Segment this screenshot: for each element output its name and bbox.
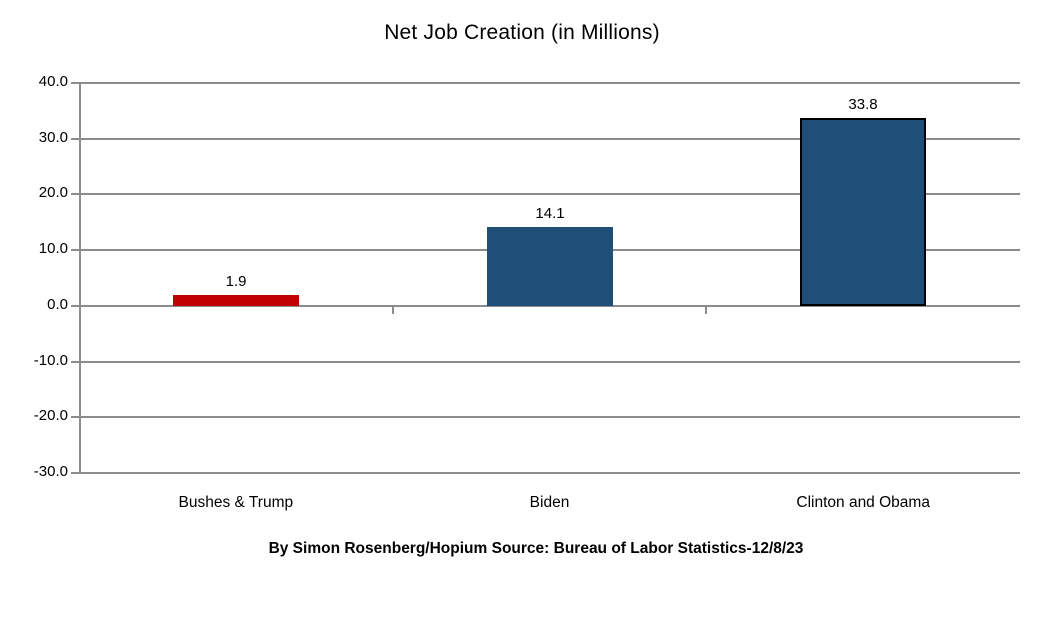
y-axis-tick (71, 416, 79, 418)
gridline (79, 305, 1020, 307)
y-axis-tick (71, 249, 79, 251)
x-axis-label: Clinton and Obama (796, 494, 930, 511)
x-axis-tick (392, 307, 394, 314)
bar-biden (487, 227, 613, 306)
bar-value-label: 1.9 (225, 273, 247, 290)
y-axis-tick (71, 361, 79, 363)
bar-clinton-and-obama (800, 118, 926, 306)
bar-value-label: 33.8 (848, 96, 878, 113)
plot-area: 1.9 14.1 33.8 (71, 82, 1020, 474)
y-axis-tick (71, 305, 79, 307)
y-axis-tick (71, 82, 79, 84)
gridline (79, 416, 1020, 418)
gridline (79, 193, 1020, 195)
x-axis-tick (705, 307, 707, 314)
y-axis-label: 10.0 (38, 240, 68, 257)
chart-caption: By Simon Rosenberg/Hopium Source: Bureau… (268, 540, 804, 557)
x-axis-labels: Bushes & Trump Biden Clinton and Obama (79, 493, 1020, 512)
y-axis-label: -10.0 (33, 352, 68, 369)
y-axis-tick (71, 472, 79, 474)
chart-title: Net Job Creation (in Millions) (384, 21, 660, 44)
x-axis-label: Bushes & Trump (178, 494, 294, 511)
gridline (79, 472, 1020, 474)
y-axis-tick (71, 193, 79, 195)
gridline (79, 82, 1020, 84)
bar-bushes-trump (173, 295, 299, 306)
y-axis-label: 20.0 (38, 184, 68, 201)
gridline (79, 361, 1020, 363)
y-axis-label: -20.0 (33, 407, 68, 424)
x-axis-label: Biden (529, 494, 570, 511)
y-axis-label: 30.0 (38, 129, 68, 146)
bar-value-label: 14.1 (535, 205, 565, 222)
gridline (79, 138, 1020, 140)
y-axis-tick (71, 138, 79, 140)
y-axis-line (79, 82, 81, 474)
y-axis-label: 0.0 (47, 296, 68, 313)
y-axis-label: 40.0 (38, 73, 68, 90)
y-axis-label: -30.0 (33, 463, 68, 480)
